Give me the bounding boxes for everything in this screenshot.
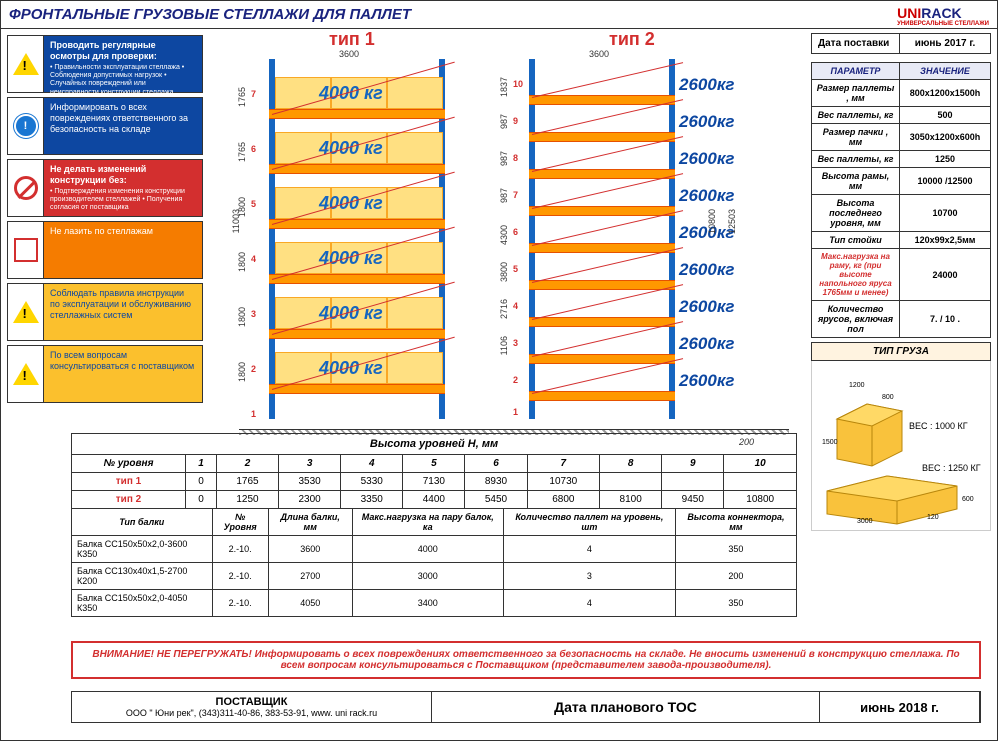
- info-icon: !: [14, 114, 38, 138]
- tos-date: июнь 2018 г.: [820, 692, 980, 722]
- svg-text:120: 120: [927, 514, 939, 521]
- level-tables: Высота уровней H, мм № уровня12345678910…: [71, 433, 797, 617]
- svg-text:1500: 1500: [822, 439, 838, 446]
- cargo-boxes-svg: ВЕС : 1000 КГ 12008001500 ВЕС : 1250 КГ …: [812, 361, 990, 529]
- rack-type2: 3600 2600кг1018372600кг99872600кг8987260…: [529, 59, 759, 429]
- safety-text-1: Информировать о всех повреждениях ответс…: [43, 97, 203, 155]
- title-bar: ФРОНТАЛЬНЫЕ ГРУЗОВЫЕ СТЕЛЛАЖИ ДЛЯ ПАЛЛЕТ…: [1, 1, 997, 29]
- safety-text-3: Не лазить по стеллажам: [43, 221, 203, 279]
- page-title: ФРОНТАЛЬНЫЕ ГРУЗОВЫЕ СТЕЛЛАЖИ ДЛЯ ПАЛЛЕТ: [9, 6, 411, 23]
- cargo-illustration: ВЕС : 1000 КГ 12008001500 ВЕС : 1250 КГ …: [811, 361, 991, 531]
- safety-text-4: Соблюдать правила инструкции по эксплуат…: [43, 283, 203, 341]
- level-height-table: № уровня12345678910 тип 1017653530533071…: [71, 454, 797, 509]
- cargo-type-header: ТИП ГРУЗА: [811, 342, 991, 361]
- beam-table: Тип балки№ УровняДлина балки, ммМакс.наг…: [71, 508, 797, 617]
- tos-label: Дата планового ТОС: [432, 692, 820, 722]
- warning-icon: [13, 53, 39, 75]
- warning-icon: [13, 301, 39, 323]
- page: ФРОНТАЛЬНЫЕ ГРУЗОВЫЕ СТЕЛЛАЖИ ДЛЯ ПАЛЛЕТ…: [0, 0, 998, 741]
- prohibit-icon: [14, 176, 38, 200]
- safety-text-0: Проводить регулярные осмотры для проверк…: [43, 35, 203, 93]
- supplier-info: ПОСТАВЩИК ООО " Юни рек", (343)311-40-86…: [72, 692, 432, 722]
- safety-text-5: По всем вопросам консультироваться с пос…: [43, 345, 203, 403]
- warning-notice: ВНИМАНИЕ! НЕ ПЕРЕГРУЖАТЬ! Информировать …: [71, 641, 981, 679]
- noclimb-icon: [14, 238, 38, 262]
- svg-text:800: 800: [882, 394, 894, 401]
- rack-diagram: тип 1 тип 2 3600 4000 кг717654000 кг6176…: [209, 29, 799, 407]
- rack-type1: 3600 4000 кг717654000 кг617654000 кг5180…: [269, 59, 479, 429]
- cargo-weight-2: ВЕС : 1250 КГ: [922, 463, 981, 473]
- svg-text:3000: 3000: [857, 518, 873, 525]
- info-panel: Дата поставкииюнь 2017 г. ПАРАМЕТРЗНАЧЕН…: [811, 33, 991, 531]
- cargo-weight-1: ВЕС : 1000 КГ: [909, 421, 968, 431]
- footer: ПОСТАВЩИК ООО " Юни рек", (343)311-40-86…: [71, 691, 981, 723]
- parameters-table: ПАРАМЕТРЗНАЧЕНИЕ Размер паллеты , мм800х…: [811, 62, 991, 338]
- safety-text-2: Не делать изменений конструкции без:• По…: [43, 159, 203, 217]
- svg-text:1200: 1200: [849, 382, 865, 389]
- warning-icon: [13, 363, 39, 385]
- type1-label: тип 1: [329, 29, 375, 50]
- brand-logo: UNIRACK УНИВЕРСАЛЬНЫЕ СТЕЛЛАЖИ: [897, 5, 989, 27]
- type2-label: тип 2: [609, 29, 655, 50]
- safety-column: Проводить регулярные осмотры для проверк…: [1, 29, 209, 407]
- svg-text:600: 600: [962, 496, 974, 503]
- delivery-date: Дата поставкииюнь 2017 г.: [811, 33, 991, 54]
